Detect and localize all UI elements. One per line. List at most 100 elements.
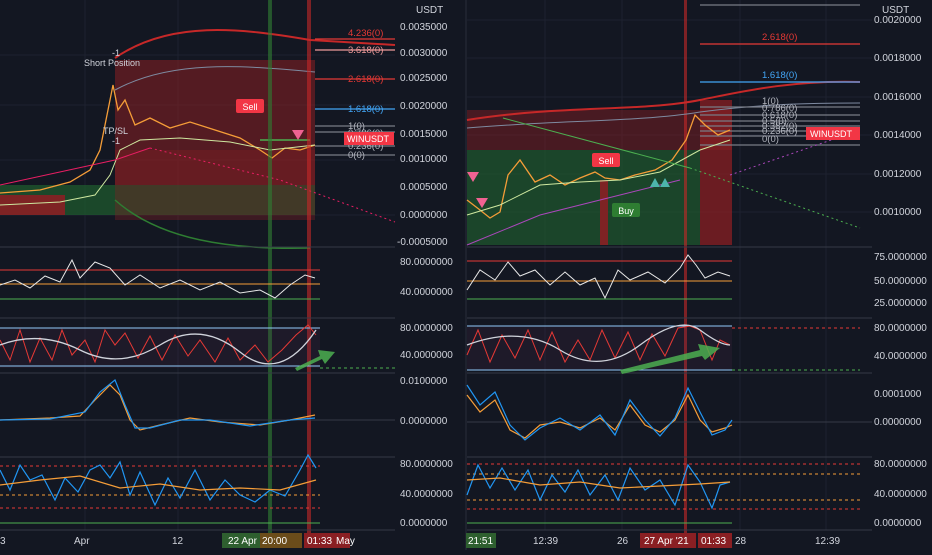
price-tick: 0.0030000 (400, 48, 448, 59)
time-tick: 26 (617, 536, 629, 547)
rsi-tick: 75.0000000 (874, 252, 927, 263)
fib-label: 0.5(0) (762, 116, 787, 127)
bullish-arrow-icon (620, 344, 720, 374)
right-price-series (466, 113, 731, 219)
fib-label: 2.618(0) (762, 32, 797, 43)
left-red-vertical-marker (307, 0, 311, 535)
macd-tick: 0.0000000 (400, 416, 448, 427)
time-tag-bg (698, 533, 732, 548)
right-buy-badge[interactable]: Buy (612, 203, 640, 217)
fib-label: 1(0) (762, 96, 779, 107)
sell-label: Sell (242, 102, 257, 112)
price-tick: -0.0005000 (397, 237, 448, 248)
price-tick: 0.0018000 (874, 53, 922, 64)
left-pane-separators (0, 246, 395, 531)
right-oscillator-pane[interactable] (466, 463, 860, 524)
time-tag: 27 Apr '21 (644, 536, 689, 547)
osc-tick: 40.0000000 (874, 489, 927, 500)
right-band-line (466, 102, 861, 129)
position-marker-top: -1 (112, 48, 120, 58)
time-tick: 12:39 (815, 536, 840, 547)
fib-label: 1(0) (348, 121, 365, 132)
time-tag: 20:00 (262, 536, 287, 547)
price-tick: 0.0010000 (400, 154, 448, 165)
left-upper-envelope (114, 29, 396, 59)
right-trend-line (502, 117, 691, 169)
left-oscillator-pane[interactable] (0, 453, 320, 524)
ticker-label: WINUSDT (810, 129, 852, 139)
left-sell-badge[interactable]: Sell (236, 99, 264, 113)
osc-tick: 0.0000000 (400, 518, 448, 529)
fib-label: 2.618(0) (348, 74, 383, 85)
currency-label: USDT (882, 5, 909, 16)
left-band-line (114, 66, 316, 91)
ticker-label: WINUSDT (347, 134, 389, 144)
fib-label: 0.786(0) (762, 103, 797, 114)
time-tag-bg (222, 533, 270, 548)
left-ticker-tag[interactable]: WINUSDT (344, 132, 394, 145)
left-trend-line (0, 147, 151, 186)
time-tag-bg (640, 533, 696, 548)
right-moving-average (466, 139, 731, 216)
position-marker-bottom: -1 (112, 136, 120, 146)
left-trend-line-extension (149, 147, 396, 223)
rsi-tick: 25.0000000 (874, 298, 927, 309)
fib-label: 0.382(0) (762, 121, 797, 132)
macd-tick: 0.0100000 (400, 376, 448, 387)
right-pane-separators (467, 246, 872, 531)
price-tick: 0.0005000 (400, 182, 448, 193)
left-chart-pane[interactable]: 4.236(0) 3.618(0) 2.618(0) 1.618(0) 1(0)… (0, 0, 453, 548)
right-rsi-pane[interactable] (466, 254, 732, 300)
osc-tick: 80.0000000 (874, 459, 927, 470)
right-red-bar (600, 180, 608, 245)
price-tick: 0.0010000 (874, 207, 922, 218)
fib-label: 0.618(0) (762, 110, 797, 121)
left-red-zone-lower (115, 150, 315, 220)
left-lower-envelope (114, 199, 311, 249)
right-macd-pane[interactable] (466, 384, 872, 441)
time-tag: 21:51 (468, 536, 493, 547)
time-tick: 12 (172, 536, 184, 547)
right-trend-extension (689, 167, 861, 229)
left-green-vertical-marker (268, 0, 272, 535)
right-red-vertical-marker (684, 0, 687, 535)
price-tick: 0.0020000 (874, 15, 922, 26)
time-tick: 28 (735, 536, 747, 547)
price-tick: 0.0014000 (874, 130, 922, 141)
time-tick: May (336, 536, 355, 547)
right-red-zone-edge (700, 100, 732, 245)
left-moving-average (0, 137, 316, 206)
right-stoch-pane[interactable] (466, 324, 860, 374)
fib-label: 0.236(0) (762, 126, 797, 137)
currency-label: USDT (416, 5, 443, 16)
time-tag: 01:33 (701, 536, 726, 547)
time-tag: 22 Apr '21 (228, 536, 273, 547)
time-tag-bg (304, 533, 350, 548)
time-tick: 3 (0, 536, 6, 547)
rsi-tick: 80.0000000 (400, 257, 453, 268)
fib-label: 0(0) (348, 150, 365, 161)
left-time-axis[interactable]: 3 Apr 12 22 Apr '21 20:00 01:33 May (0, 533, 355, 548)
stoch-tick: 40.0000000 (874, 351, 927, 362)
left-macd-pane[interactable] (0, 379, 395, 431)
left-stoch-pane[interactable] (0, 324, 395, 371)
buy-signal-icon (660, 178, 670, 187)
osc-tick: 80.0000000 (400, 459, 453, 470)
right-sell-badge[interactable]: Sell (592, 153, 620, 167)
fib-label: 3.618(0) (348, 45, 383, 56)
price-tick: 0.0035000 (400, 22, 448, 33)
fib-label: 0.236(0) (348, 141, 383, 152)
left-price-axis[interactable]: USDT 0.0035000 0.0030000 0.0025000 0.002… (397, 5, 453, 529)
right-price-axis[interactable]: USDT 0.0020000 0.0018000 0.0016000 0.001… (874, 5, 927, 529)
right-ticker-tag[interactable]: WINUSDT (806, 127, 860, 140)
right-chart-pane[interactable]: 2.618(0) 1.618(0) 1(0) 0.786(0) 0.618(0)… (466, 0, 927, 548)
time-tick: Apr (74, 536, 90, 547)
time-tag-bg (260, 533, 302, 548)
bullish-arrow-icon (295, 350, 335, 371)
left-rsi-pane[interactable] (0, 258, 320, 300)
right-time-axis[interactable]: 21:51 12:39 26 27 Apr '21 01:33 28 12:39 (466, 533, 840, 548)
price-tick: 0.0015000 (400, 129, 448, 140)
buy-label: Buy (618, 206, 634, 216)
fib-label: 1.618(0) (348, 104, 383, 115)
